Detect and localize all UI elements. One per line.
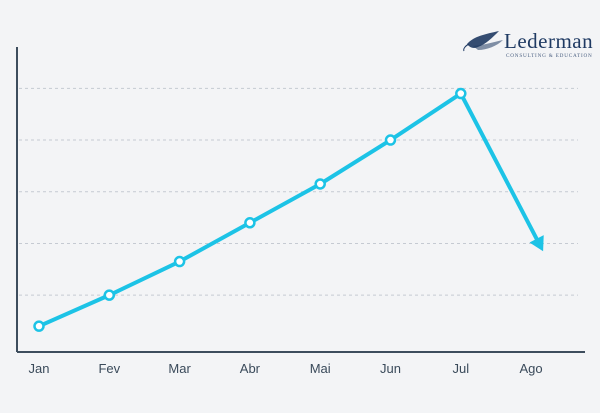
logo-tagline: CONSULTING & EDUCATION (506, 53, 593, 59)
projection-arrowhead (529, 235, 544, 252)
series-group (33, 87, 544, 332)
data-point-mar (173, 255, 186, 268)
data-point-mai (314, 178, 326, 190)
data-point-jun (384, 134, 397, 146)
logo-wordmark: Lederman (504, 29, 593, 53)
data-point-abr (244, 217, 256, 229)
data-point-jan (33, 320, 45, 332)
x-tick-label: Jul (452, 361, 469, 376)
x-tick-label: Mai (310, 361, 331, 376)
projection-arrow-line (458, 91, 539, 241)
series-line (37, 91, 463, 329)
data-point-jul (455, 87, 467, 100)
x-tick-label: Mar (168, 361, 191, 376)
x-tick-labels: Jan Fev Mar Abr Mai Jun Jul Ago (29, 361, 543, 376)
gridlines (19, 87, 578, 296)
dove-icon (463, 31, 503, 52)
lederman-logo: Lederman CONSULTING & EDUCATION (463, 29, 593, 59)
x-tick-label: Jan (29, 361, 50, 376)
x-tick-label: Abr (240, 361, 261, 376)
x-tick-label: Jun (380, 361, 401, 376)
data-point-fev (103, 289, 116, 301)
x-tick-label: Ago (520, 361, 543, 376)
x-tick-label: Fev (98, 361, 120, 376)
